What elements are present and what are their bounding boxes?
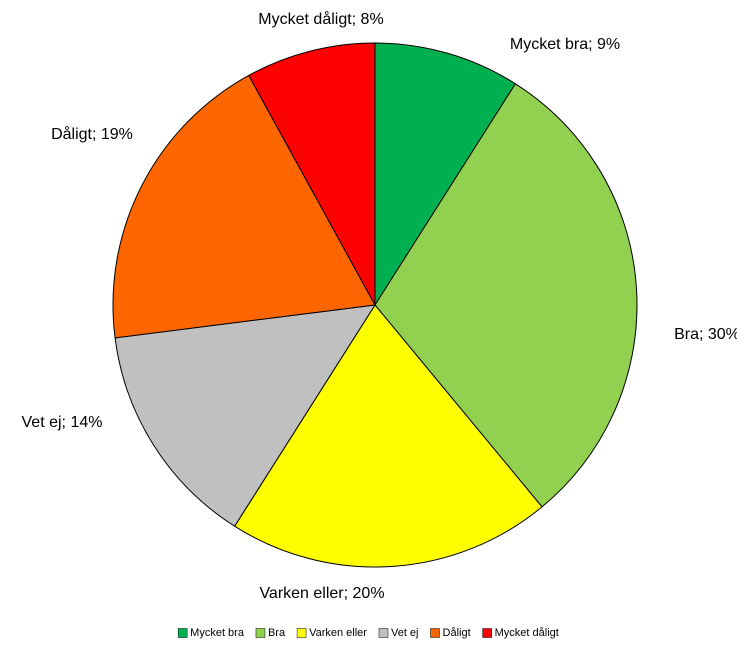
legend-label: Vet ej <box>391 627 419 639</box>
legend-swatch <box>255 628 266 638</box>
data-label: Vet ej; 14% <box>22 414 103 431</box>
legend-swatch <box>378 628 389 638</box>
legend-label: Dåligt <box>443 627 471 639</box>
legend-label: Bra <box>268 627 286 639</box>
pie-slice <box>374 42 517 307</box>
pie-slice <box>112 74 376 339</box>
pie-slice <box>114 304 376 527</box>
pie-slice <box>233 304 543 568</box>
legend-label: Varken eller <box>309 627 367 639</box>
legend-swatch <box>177 628 188 638</box>
legend-swatch <box>296 628 307 638</box>
legend-swatch <box>482 628 492 638</box>
pie-slice <box>248 42 376 306</box>
pie-slice <box>374 83 638 508</box>
data-label: Mycket bra; 9% <box>510 36 620 53</box>
data-label: Dåligt; 19% <box>51 125 133 143</box>
data-label: Mycket dåligt; 8% <box>258 10 383 28</box>
legend-label: Mycket bra <box>190 627 245 639</box>
data-label: Bra; 30% <box>674 326 737 343</box>
data-label: Varken eller; 20% <box>259 585 384 602</box>
legend: Mycket bra Bra Varken eller Vet ej Dåligt Myc… <box>177 627 559 639</box>
legend-label: Mycket dåligt <box>495 627 559 639</box>
legend-swatch <box>430 628 440 638</box>
